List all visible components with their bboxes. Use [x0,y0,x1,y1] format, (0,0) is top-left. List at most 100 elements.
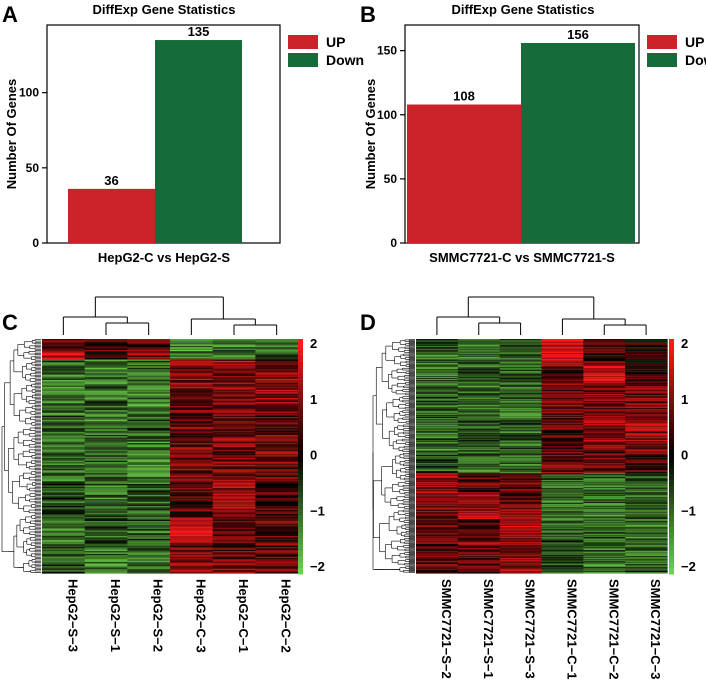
heatmap-cell [583,362,626,364]
heatmap-cell [416,375,459,377]
heatmap-cell [457,470,501,472]
heatmap-cell [499,444,543,446]
heatmap-cell [457,393,501,395]
heatmap-cell [541,448,584,451]
heatmap-cell [416,551,459,554]
heatmap-cell [625,340,668,343]
heatmap-cell [416,488,459,491]
heatmap-cell [625,417,668,419]
heatmap-cell [255,542,299,545]
heatmap-cell [625,562,668,564]
heatmap-cell [212,470,256,473]
heatmap-cell [42,388,86,391]
heatmap-cell [457,358,501,360]
heatmap-cell [42,441,86,444]
heatmap-cell [84,547,128,549]
heatmap-cell [127,444,171,447]
heatmap-cell [416,565,459,568]
heatmap-cell [255,359,299,362]
color-scale-segment [298,450,303,458]
heatmap-cell [541,441,584,444]
heatmap-cell [583,433,626,436]
heatmap-cell [255,526,299,529]
heatmap-cell [457,453,501,455]
heatmap-cell [583,498,626,501]
heatmap-cell [42,408,86,411]
heatmap-cell [625,480,668,483]
heatmap-cell [42,367,86,370]
heatmap-cell [255,486,299,489]
heatmap-cell [583,421,626,423]
heatmap-cell [212,419,256,422]
heatmap-cell [625,365,668,368]
heatmap-cell [416,512,459,515]
heatmap-cell [84,369,128,372]
heatmap-cell [457,446,501,448]
heatmap-cell [42,531,86,534]
heatmap-cell [84,545,128,548]
heatmap-cell [42,339,86,341]
heatmap-cell [583,342,626,345]
heatmap-cell [583,527,626,530]
heatmap-cell [42,471,86,474]
heatmap-cell [212,411,256,414]
heatmap-cell [583,483,626,485]
heatmap-cell [583,397,626,399]
heatmap-cell [499,351,543,353]
heatmap-cell [416,434,459,437]
heatmap-cell [84,389,128,392]
heatmap-cell [84,511,128,514]
heatmap-cell [583,439,626,441]
heatmap-cell [541,534,584,537]
heatmap-cell [541,476,584,478]
heatmap-cell [541,496,584,499]
heatmap-cell [499,366,543,368]
heatmap-cell [212,373,256,376]
heatmap-cell [499,398,543,400]
heatmap-cell [255,488,299,491]
heatmap-cell [499,401,543,404]
heatmap-cell [212,447,256,450]
column-label: SMMC7721−S−2 [439,579,454,679]
heatmap-cell [625,409,668,411]
heatmap-cell [457,532,501,534]
heatmap-cell [212,541,256,544]
heatmap-cell [255,423,299,426]
heatmap-cell [499,532,543,534]
heatmap-cell [84,469,128,471]
color-scale-segment [669,474,674,481]
heatmap-cell [499,414,543,416]
heatmap-cell [541,380,584,383]
heatmap-cell [416,548,459,550]
heatmap-cell [170,519,214,522]
heatmap-cell [170,382,214,385]
heatmap-cell [255,562,299,565]
heatmap-cell [457,396,501,399]
heatmap-cell [541,397,584,399]
heatmap-cell [499,491,543,493]
color-scale-segment [669,521,674,528]
heatmap-cell [541,421,584,423]
heatmap-cell [212,362,256,365]
heatmap-cell [457,572,501,574]
heatmap-cell [84,407,128,410]
heatmap-cell [625,518,668,521]
heatmap-cell [255,403,299,406]
heatmap-cell [499,358,543,360]
heatmap-cell [170,412,214,415]
heatmap-cell [416,521,459,524]
heatmap-cell [127,488,171,491]
heatmap-cell [499,458,543,461]
heatmap-cell [541,541,584,543]
heatmap-cell [457,381,501,384]
heatmap-cell [416,356,459,359]
panel-letter: B [360,2,376,27]
heatmap-cell [625,443,668,446]
heatmap-cell [42,537,86,540]
heatmap-cell [212,452,256,455]
heatmap-cell [625,502,668,505]
heatmap-cell [625,429,668,431]
heatmap-cell [541,371,584,374]
heatmap-cell [84,552,128,555]
heatmap-cell [625,339,668,342]
